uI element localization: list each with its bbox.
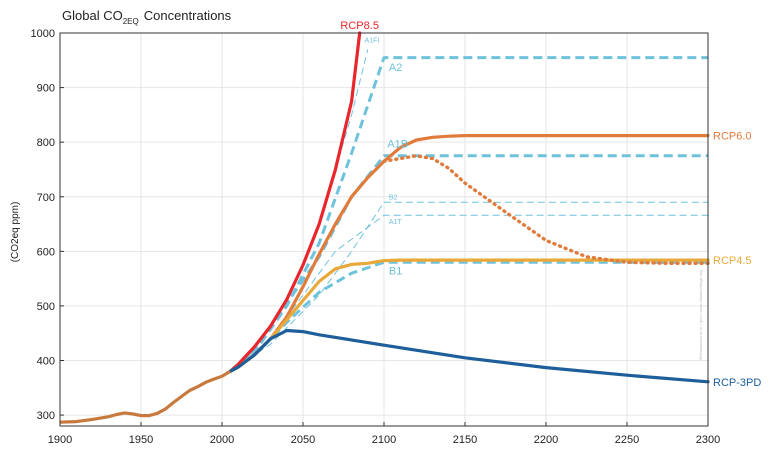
axis-ticks: 1900 1950 2000 2050 2100 2150 2200 2250 2300 300 4… [31, 28, 721, 446]
y-tick-label: 800 [37, 137, 55, 149]
y-axis-label: (CO2eq ppm) [10, 202, 21, 263]
x-tick-label: 2250 [615, 434, 639, 446]
series-line-a1t [229, 214, 708, 372]
series-line-rcp6-0-extension [382, 154, 710, 265]
x-tick-label: 2200 [534, 434, 558, 446]
series-label-a1fi: A1FI [365, 37, 380, 44]
series-label-rcp8-5: RCP8.5 [340, 20, 379, 32]
series-line-b2 [229, 201, 708, 372]
y-tick-label: 900 [37, 83, 55, 95]
series-line-rcp-3pd [228, 328, 710, 384]
series-label-rcp4-5: RCP4.5 [713, 255, 752, 267]
series-label-a1b: A1B [387, 139, 408, 151]
x-tick-label: 2050 [291, 434, 315, 446]
series-labels: RCP8.5 RCP6.0 RCP4.5 RCP-3PD A1FI A2 A1B B2 A1T B… [340, 20, 761, 389]
grid [59, 32, 709, 426]
series-line-a2 [229, 56, 708, 373]
series-label-a2: A2 [389, 62, 402, 74]
series-label-b1: B1 [389, 265, 402, 277]
y-tick-label: 400 [37, 356, 55, 368]
y-tick-label: 1000 [31, 28, 55, 40]
series-label-b2: B2 [389, 194, 398, 201]
chart-title-main: Global CO [62, 8, 123, 23]
series-label-a1t: A1T [389, 219, 403, 226]
historical-line [59, 370, 231, 424]
x-tick-label: 2300 [696, 434, 720, 446]
x-tick-label: 2000 [210, 434, 234, 446]
y-tick-label: 600 [37, 246, 55, 258]
x-tick-label: 2150 [453, 434, 477, 446]
chart-title-subscript: 2EQ [123, 17, 139, 26]
x-tick-label: 1900 [48, 434, 72, 446]
y-tick-label: 300 [37, 410, 55, 422]
series-line-a1fi [229, 49, 369, 372]
x-tick-label: 1950 [129, 434, 153, 446]
chart-title-rest: Concentrations [144, 8, 232, 23]
y-tick-label: 700 [37, 192, 55, 204]
series-line-rcp6-0 [228, 134, 710, 373]
series-label-rcp6-0: RCP6.0 [713, 131, 752, 143]
series-line-rcp8-5 [228, 31, 362, 373]
chart-title: Global CO2EQ Concentrations [62, 8, 232, 26]
y-tick-label: 500 [37, 301, 55, 313]
data-lines [59, 31, 710, 424]
x-tick-label: 2100 [372, 434, 396, 446]
credit-text: Meinshausen et al. / ipcc / www.climatec… [698, 270, 703, 360]
series-label-rcp-3pd: RCP-3PD [713, 377, 761, 389]
